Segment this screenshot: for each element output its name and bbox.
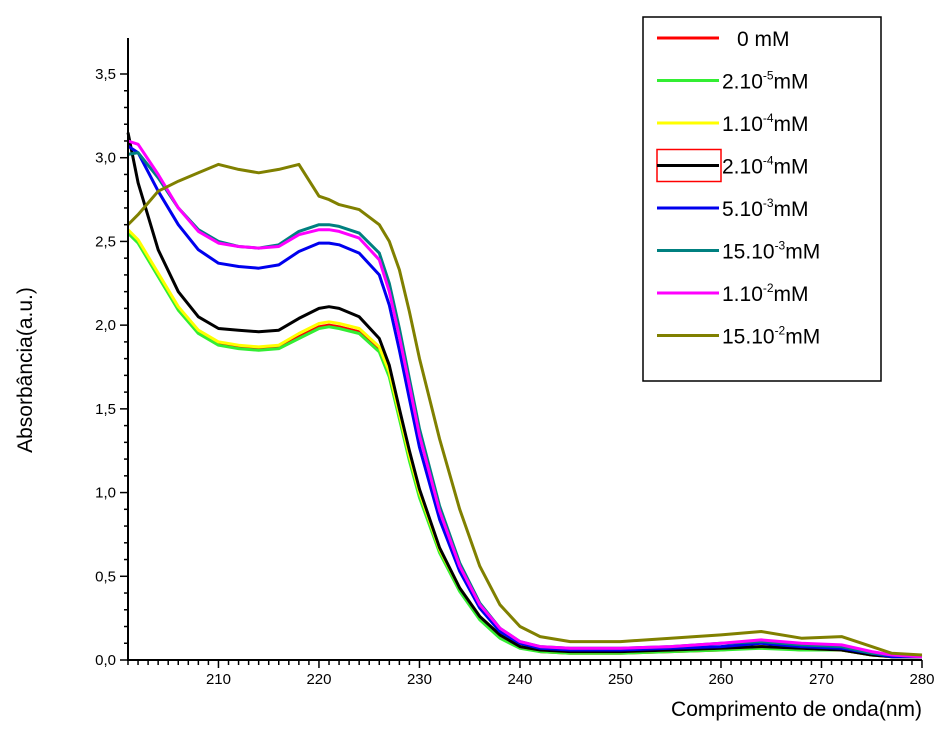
x-tick-label: 240	[507, 671, 532, 688]
x-tick-label: 270	[809, 671, 834, 688]
series-line-5	[127, 144, 922, 659]
y-tick-label: 3,5	[95, 66, 116, 83]
legend-label: 2.10-5mM	[722, 69, 809, 94]
y-axis-title: Absorbância(a.u.)	[14, 287, 37, 453]
x-tick-label: 210	[206, 671, 231, 688]
x-tick-label: 280	[909, 671, 934, 688]
legend-label: 2.10-4mM	[722, 154, 809, 179]
series-line-4	[126, 132, 922, 659]
series-line-8	[126, 162, 923, 657]
legend-label: 15.10-3mM	[722, 239, 820, 264]
x-tick-label: 260	[708, 671, 733, 688]
y-tick-label: 3,0	[95, 150, 116, 167]
legend: 0 mM 2.10-5mM 1.10-4mM 2.10-4mM 5.10-3mM 15.1…	[642, 16, 882, 382]
y-tick-label: 0,0	[95, 652, 116, 669]
y-tick-label: 1,0	[95, 485, 116, 502]
legend-box	[642, 16, 882, 382]
y-tick-label: 1,5	[95, 401, 116, 418]
x-tick-label: 250	[608, 671, 633, 688]
y-tick-label: 2,5	[95, 233, 116, 250]
legend-label: 5.10-3mM	[722, 196, 809, 221]
series-line-7	[127, 139, 923, 659]
x-tick-label: 230	[407, 671, 432, 688]
legend-label: 0 mM	[737, 28, 790, 51]
axes: 210 220 230 240 250 260 270 280 0,0 0,5 1,0 1,5 2,0 2…	[95, 38, 935, 688]
y-tick-label: 0,5	[95, 568, 116, 585]
series-lines	[126, 132, 923, 659]
legend-label: 1.10-2mM	[722, 281, 809, 306]
y-tick-label: 2,0	[95, 317, 116, 334]
x-tick-label: 220	[306, 671, 331, 688]
legend-label: 15.10-2mM	[722, 324, 820, 349]
x-axis-title: Comprimento de onda(nm)	[671, 698, 922, 721]
legend-label: 1.10-4mM	[722, 111, 809, 136]
